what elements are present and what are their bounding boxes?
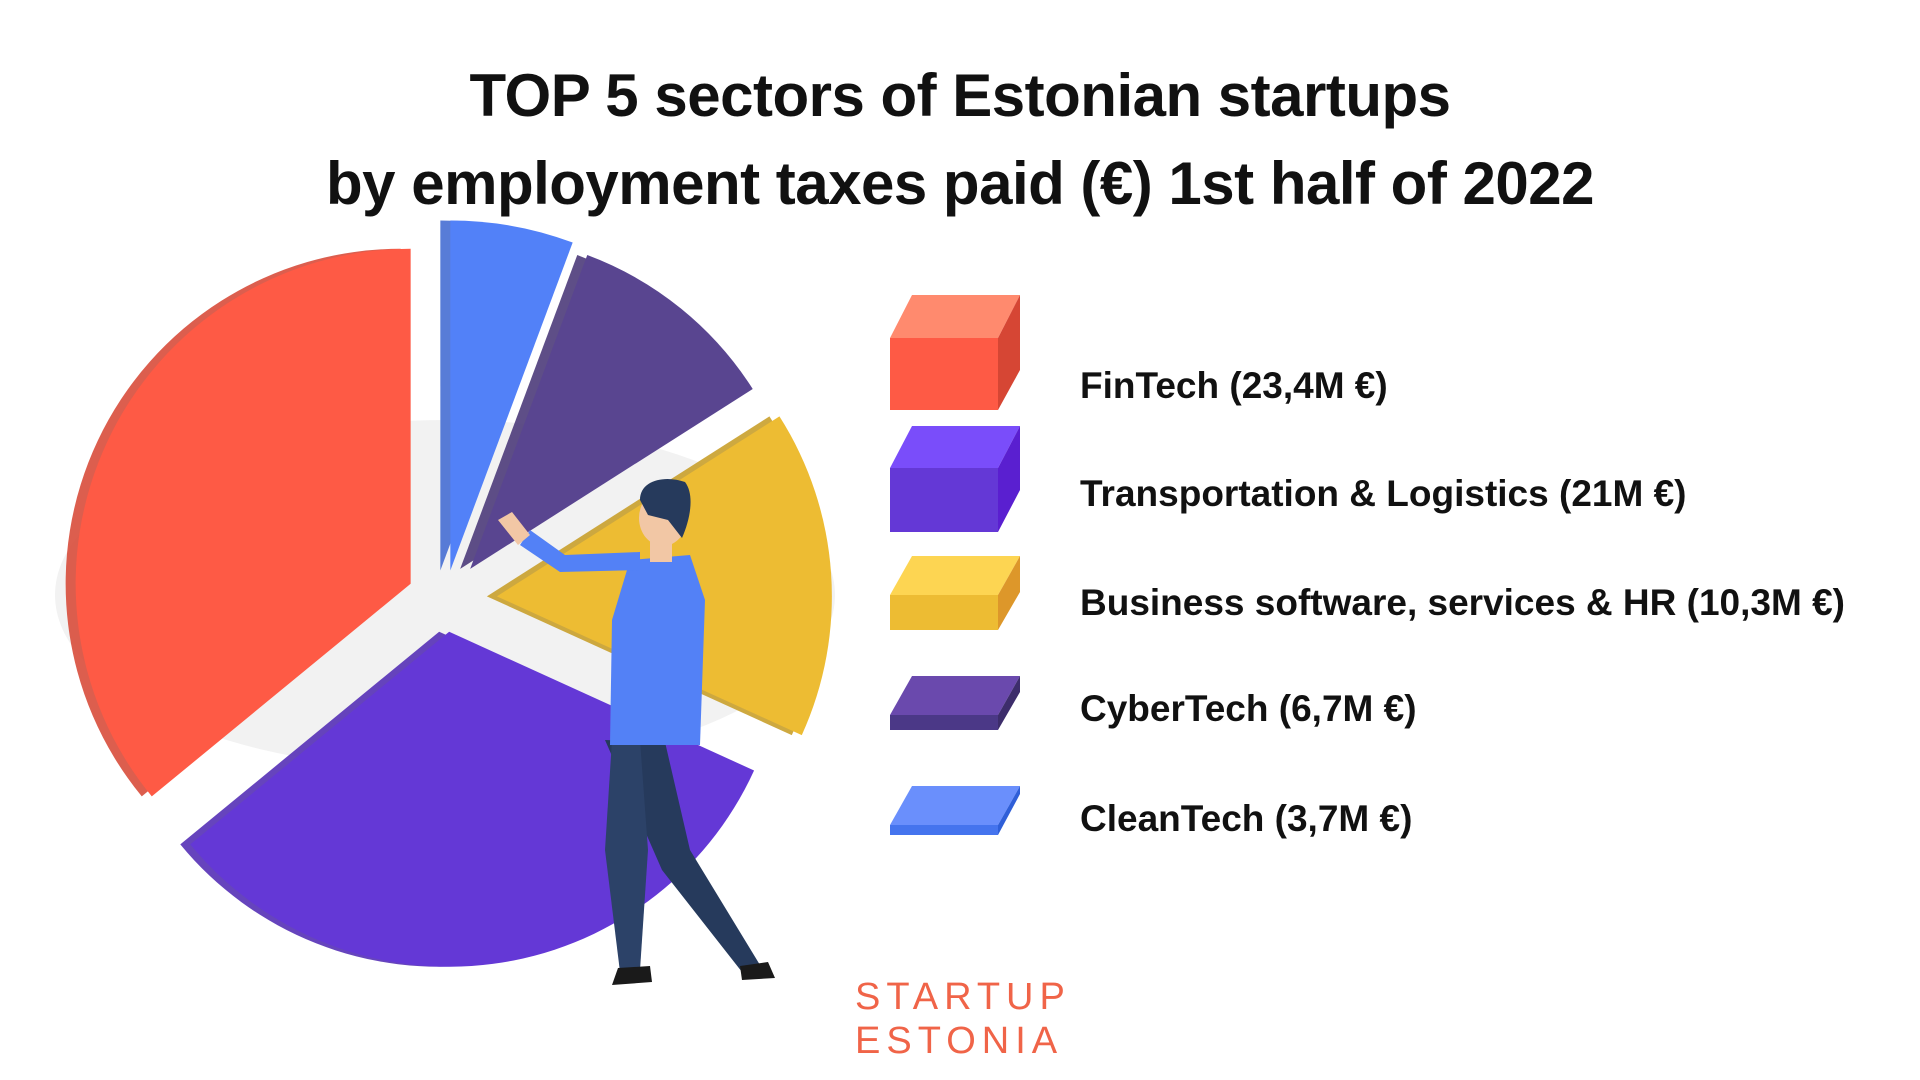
person-hair	[640, 479, 691, 538]
legend-label-cleantech: CleanTech (3,7M €)	[1080, 798, 1413, 839]
person-leg-left	[605, 740, 648, 972]
startup-estonia-logo: STARTUP ESTONIA	[855, 975, 1085, 1063]
legend-swatch-business-software	[890, 556, 1020, 630]
legend-label-fintech: FinTech (23,4M €)	[1080, 365, 1388, 406]
chart-title: TOP 5 sectors of Estonian startups by em…	[0, 52, 1920, 228]
person-arm	[520, 530, 640, 572]
legend-swatch-cleantech	[890, 786, 1020, 835]
chart-title-line-2: by employment taxes paid (€) 1st half of…	[326, 150, 1594, 217]
pie-slice-fintech	[75, 248, 411, 797]
logo-line-1: STARTUP	[855, 976, 1071, 1018]
pie-slice-cleantech	[450, 220, 573, 571]
legend-swatch-fintech	[890, 295, 1020, 410]
person-shoe-left	[612, 966, 652, 985]
legend-swatch-cybertech	[890, 676, 1020, 730]
legend-label-business-software: Business software, services & HR (10,3M …	[1080, 582, 1845, 623]
legend-swatch-transportation	[890, 426, 1020, 532]
legend-label-cybertech: CyberTech (6,7M €)	[1080, 688, 1417, 729]
pie-slice-cybertech	[470, 255, 753, 569]
person-hand	[498, 512, 530, 545]
person-shoe-right	[740, 962, 775, 980]
chart-title-line-1: TOP 5 sectors of Estonian startups	[469, 62, 1451, 129]
person-illustration	[498, 479, 775, 985]
legend-label-transportation: Transportation & Logistics (21M €)	[1080, 473, 1687, 514]
logo-line-2: ESTONIA	[855, 1020, 1064, 1062]
person-torso	[610, 555, 705, 745]
